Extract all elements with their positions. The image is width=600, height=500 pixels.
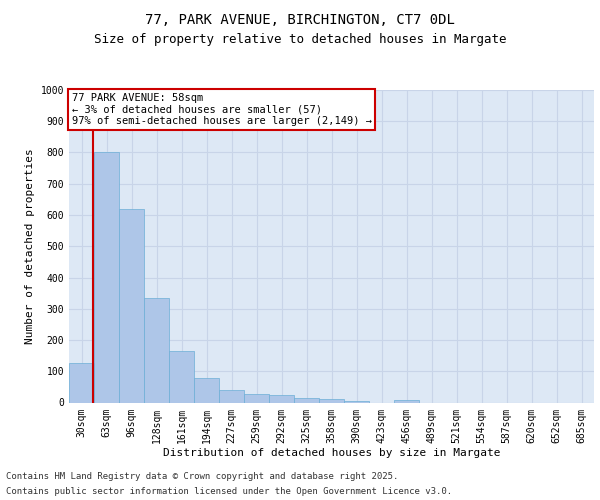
- Bar: [69, 364, 94, 403]
- Bar: [219, 390, 244, 402]
- Text: Size of property relative to detached houses in Margate: Size of property relative to detached ho…: [94, 32, 506, 46]
- Bar: [244, 394, 269, 402]
- Bar: [269, 394, 294, 402]
- Bar: [194, 378, 219, 402]
- Text: 77, PARK AVENUE, BIRCHINGTON, CT7 0DL: 77, PARK AVENUE, BIRCHINGTON, CT7 0DL: [145, 12, 455, 26]
- Text: Contains public sector information licensed under the Open Government Licence v3: Contains public sector information licen…: [6, 487, 452, 496]
- Bar: [169, 351, 194, 403]
- Bar: [344, 401, 369, 402]
- Bar: [94, 152, 119, 402]
- Text: Contains HM Land Registry data © Crown copyright and database right 2025.: Contains HM Land Registry data © Crown c…: [6, 472, 398, 481]
- X-axis label: Distribution of detached houses by size in Margate: Distribution of detached houses by size …: [163, 448, 500, 458]
- Bar: [119, 209, 144, 402]
- Bar: [394, 400, 419, 402]
- Bar: [294, 398, 319, 402]
- Bar: [319, 399, 344, 402]
- Bar: [144, 298, 169, 403]
- Text: 77 PARK AVENUE: 58sqm
← 3% of detached houses are smaller (57)
97% of semi-detac: 77 PARK AVENUE: 58sqm ← 3% of detached h…: [71, 93, 371, 126]
- Y-axis label: Number of detached properties: Number of detached properties: [25, 148, 35, 344]
